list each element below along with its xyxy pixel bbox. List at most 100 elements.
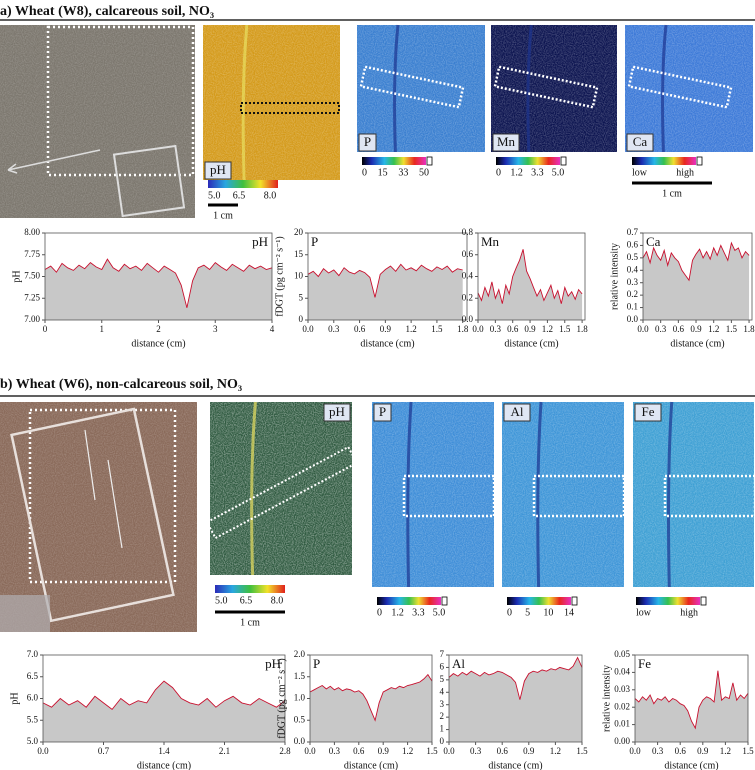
- y-tick-label: 0.5: [294, 714, 306, 724]
- y-tick-label: 0.6: [627, 239, 639, 249]
- x-tick-label: 0.3: [470, 746, 482, 756]
- y-tick-label: 0.4: [462, 271, 474, 281]
- colorbar-tick-label: 5.0: [433, 607, 446, 618]
- y-tick-label: 20: [294, 227, 304, 237]
- x-tick-label: 3: [213, 324, 218, 334]
- x-axis-label: distance (cm): [131, 338, 185, 349]
- profile-area: [635, 670, 748, 742]
- map-roi: [627, 65, 733, 109]
- profile-line: [44, 258, 273, 308]
- x-tick-label: 1.8: [743, 324, 755, 334]
- map-roi: [663, 474, 755, 518]
- photo-roi: [28, 408, 177, 584]
- map-label-box: [373, 403, 392, 422]
- plot-frame: [642, 232, 753, 321]
- x-tick-label: 1.8: [576, 324, 588, 334]
- profile-area: [308, 264, 463, 320]
- colorbar-tick-label: 0: [377, 607, 382, 618]
- y-tick-label: 7.50: [24, 271, 40, 281]
- x-tick-label: 0.0: [637, 324, 649, 334]
- colorbar: [632, 157, 696, 165]
- colorbar-tick-label: 8.0: [271, 595, 284, 606]
- y-tick-label: 7.25: [24, 292, 40, 302]
- x-axis-label: distance (cm): [488, 760, 542, 770]
- y-tick-label: 5: [440, 674, 445, 684]
- colorbar-tick-label: 6.5: [233, 190, 246, 201]
- x-tick-label: 0.9: [524, 324, 536, 334]
- map-label-box: [634, 403, 662, 422]
- root-trace: [241, 24, 249, 181]
- x-tick-label: 0: [43, 324, 48, 334]
- colorbar-tick-label: 8.0: [264, 190, 277, 201]
- y-tick-label: 0: [299, 314, 304, 324]
- photo-texture: [0, 402, 197, 632]
- x-tick-label: 0.6: [353, 746, 365, 756]
- y-tick-label: 15: [294, 249, 304, 259]
- colorbar-max: [426, 156, 433, 166]
- y-tick-label: 0.0: [294, 736, 306, 746]
- map-texture: [502, 402, 624, 587]
- y-tick-label: 0.7: [627, 227, 639, 237]
- scale-bar-label: 1 cm: [240, 617, 260, 628]
- colorbar: [362, 157, 426, 165]
- y-tick-label: 0.00: [614, 736, 630, 746]
- y-tick-label: 0.01: [614, 719, 630, 729]
- x-tick-label: 0.6: [354, 324, 366, 334]
- colorbar-tick-label: 5.0: [208, 190, 221, 201]
- profile-area: [45, 259, 272, 320]
- photo-gel: [10, 407, 175, 623]
- y-tick-label: 0.4: [627, 264, 639, 274]
- y-tick-label: 7.0: [27, 649, 39, 659]
- y-tick-label: 1.0: [294, 693, 306, 703]
- colorbar-tick-label: 5.0: [552, 167, 565, 178]
- colorbar-tick-label: 1.2: [391, 607, 404, 618]
- x-tick-label: 1.4: [158, 746, 170, 756]
- x-tick-label: 4: [270, 324, 275, 334]
- x-tick-label: 2.1: [219, 746, 230, 756]
- profile-area: [310, 674, 432, 742]
- y-tick-label: 0: [440, 736, 445, 746]
- colorbar-tick-label: 33: [398, 167, 408, 178]
- colorbar-tick-label: high: [676, 167, 694, 178]
- map-roi: [402, 474, 496, 518]
- y-tick-label: 5.5: [27, 714, 39, 724]
- profile-line: [634, 670, 749, 730]
- scale-bar-label: 1 cm: [662, 188, 682, 199]
- root-trace: [406, 401, 413, 588]
- profile-area: [643, 242, 750, 320]
- x-axis-label: distance (cm): [664, 760, 718, 770]
- map-roi: [493, 65, 599, 109]
- x-tick-label: 0.0: [304, 746, 316, 756]
- y-tick-label: 7.75: [24, 249, 40, 259]
- colorbar-tick-label: high: [680, 607, 698, 618]
- x-tick-label: 1.2: [406, 324, 417, 334]
- photo-corner: [0, 595, 50, 632]
- profile-line: [642, 241, 750, 282]
- y-axis-label: fDGT (pg cm⁻² s⁻¹): [276, 658, 287, 739]
- y-tick-label: 1.5: [294, 671, 306, 681]
- x-tick-label: 1.2: [720, 746, 731, 756]
- colorbar: [215, 585, 285, 593]
- map-label-box: [503, 403, 531, 422]
- x-tick-label: 0.3: [328, 324, 340, 334]
- map-label: Al: [511, 404, 524, 419]
- x-axis-label: distance (cm): [137, 760, 191, 770]
- x-tick-label: 1.2: [708, 324, 719, 334]
- y-tick-label: 2: [440, 711, 445, 721]
- map-texture: [203, 25, 340, 180]
- map-roi: [532, 474, 626, 518]
- y-axis-label: pH: [11, 270, 22, 282]
- map-label: Ca: [633, 134, 648, 149]
- plot-frame: [634, 654, 749, 743]
- x-tick-label: 1.8: [457, 324, 469, 334]
- map-label: pH: [329, 404, 345, 419]
- root-trace: [536, 401, 543, 588]
- plot-annotation: Al: [452, 656, 465, 671]
- colorbar-tick-label: low: [636, 607, 652, 618]
- x-tick-label: 0.7: [98, 746, 110, 756]
- photo-gel: [112, 144, 186, 218]
- x-axis-label: distance (cm): [670, 338, 724, 349]
- map-label: Mn: [497, 134, 516, 149]
- colorbar-max: [700, 596, 707, 606]
